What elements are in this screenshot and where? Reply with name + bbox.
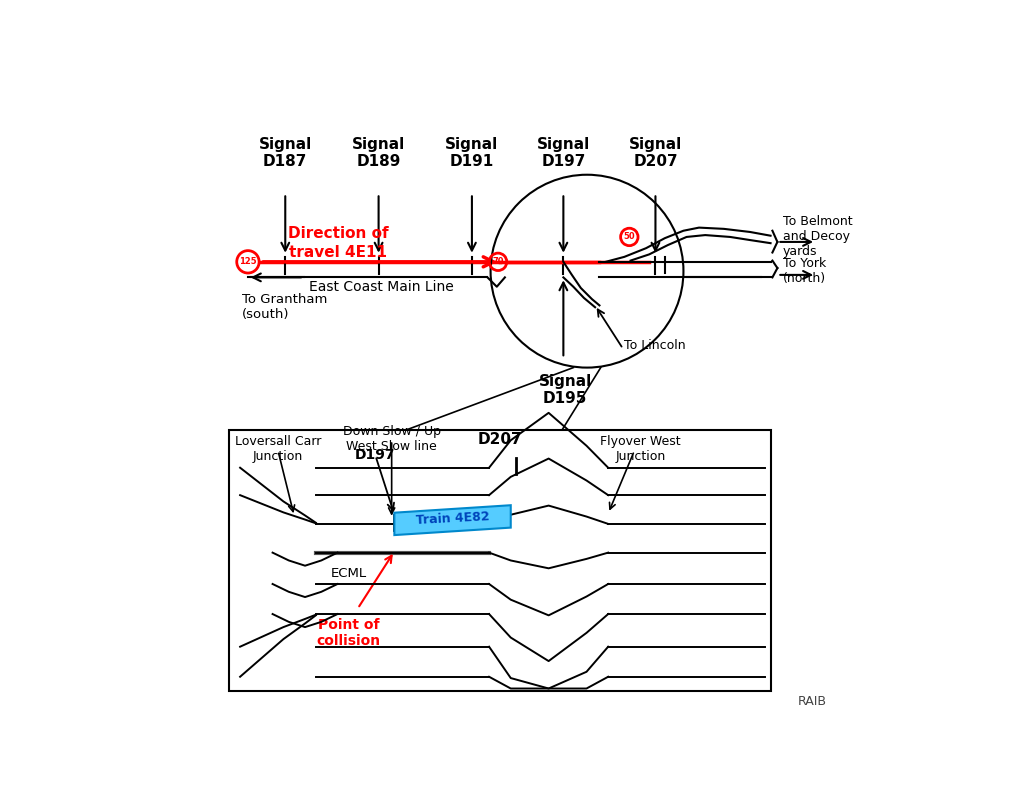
Text: D207: D207: [477, 432, 522, 448]
Bar: [229, 430, 770, 691]
Text: Down Slow / Up
West Slow line: Down Slow / Up West Slow line: [343, 424, 440, 452]
Text: Signal
D197: Signal D197: [537, 137, 590, 169]
Text: Signal
D195: Signal D195: [539, 374, 592, 406]
Text: Direction of
travel 4E11: Direction of travel 4E11: [288, 226, 388, 260]
Text: To Belmont
and Decoy
yards: To Belmont and Decoy yards: [783, 216, 853, 259]
Text: Signal
D187: Signal D187: [259, 137, 312, 169]
Text: East Coast Main Line: East Coast Main Line: [309, 280, 454, 294]
Text: Train 4E82: Train 4E82: [416, 511, 489, 528]
Text: ECML: ECML: [331, 567, 367, 580]
Text: Signal
D189: Signal D189: [352, 137, 406, 169]
Text: Signal
D207: Signal D207: [629, 137, 682, 169]
Text: To Grantham
(south): To Grantham (south): [242, 293, 327, 321]
Text: Flyover West
Junction: Flyover West Junction: [600, 435, 681, 463]
Text: 50: 50: [624, 233, 635, 242]
Text: 70: 70: [493, 257, 504, 267]
Text: Point of
collision: Point of collision: [316, 618, 381, 648]
Text: RAIB: RAIB: [798, 695, 826, 708]
Text: 125: 125: [240, 257, 257, 267]
Polygon shape: [394, 505, 511, 535]
Text: Loversall Carr
Junction: Loversall Carr Junction: [234, 435, 322, 463]
Text: To York
(north): To York (north): [783, 257, 826, 285]
Text: To Lincoln: To Lincoln: [625, 339, 686, 352]
Text: Signal
D191: Signal D191: [445, 137, 499, 169]
Text: D197: D197: [355, 448, 395, 462]
